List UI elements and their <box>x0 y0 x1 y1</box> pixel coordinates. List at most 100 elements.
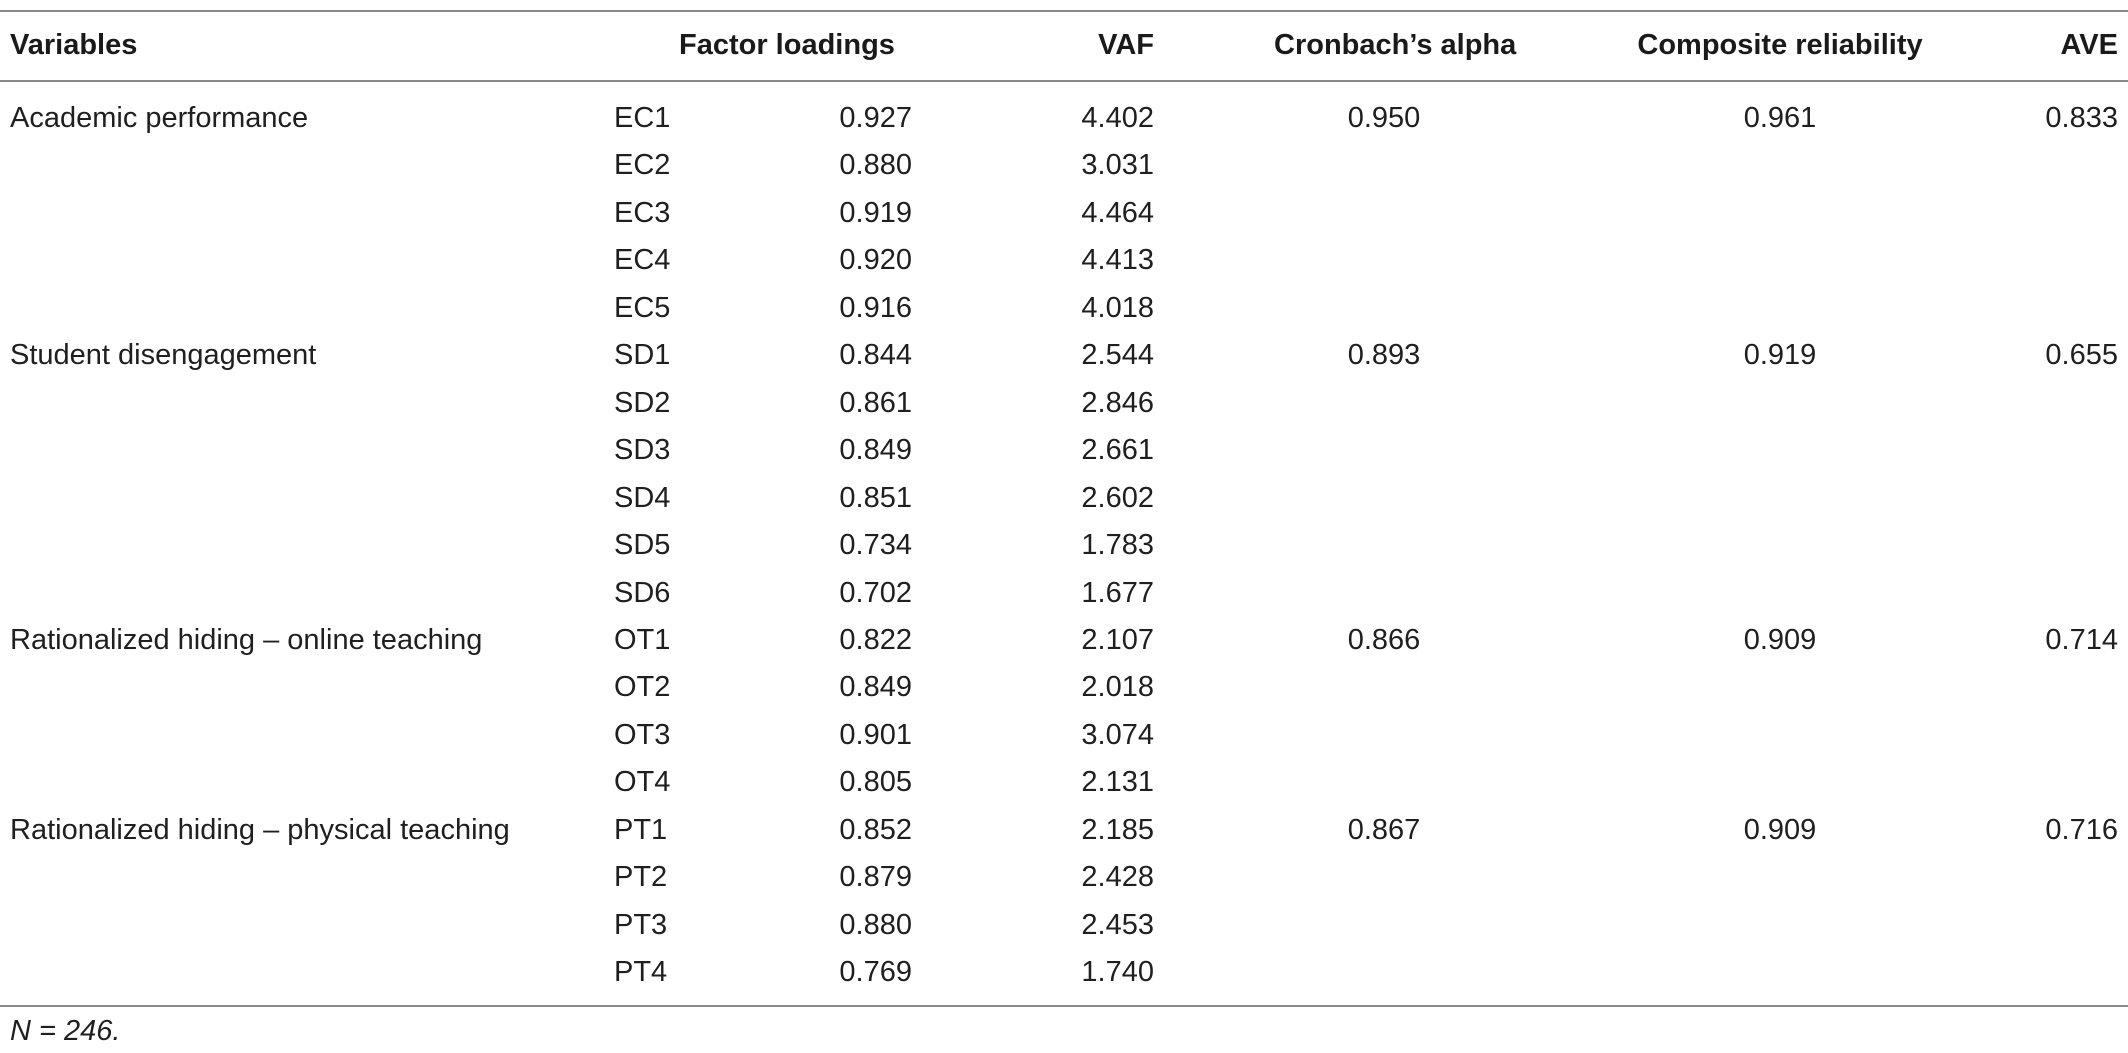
vaf-value: 2.661 <box>1081 434 1154 467</box>
item-code: OT1 <box>614 623 671 656</box>
table-row: OT4 0.805 2.131 <box>0 765 2128 812</box>
table-row: Rationalized hiding – online teaching OT1… <box>0 623 2128 670</box>
item-code: SD3 <box>614 434 671 467</box>
table-row: SD4 0.851 2.602 <box>0 481 2128 528</box>
item-code: EC3 <box>614 196 671 229</box>
table-row: SD6 0.702 1.677 <box>0 576 2128 623</box>
variable-name: Rationalized hiding – online teaching <box>10 623 483 656</box>
vaf-value: 2.544 <box>1081 339 1154 372</box>
table-row: EC5 0.916 4.018 <box>0 291 2128 338</box>
item-code: PT4 <box>614 956 668 989</box>
factor-loading: 0.851 <box>839 481 912 514</box>
table-row: Rationalized hiding – physical teaching P… <box>0 813 2128 860</box>
vaf-value: 3.074 <box>1081 718 1154 751</box>
factor-loading: 0.844 <box>839 339 912 372</box>
item-code: EC2 <box>614 149 671 182</box>
table-row: OT3 0.901 3.074 <box>0 718 2128 765</box>
factor-loading: 0.805 <box>839 766 912 799</box>
table-row: PT3 0.880 2.453 <box>0 908 2128 955</box>
vaf-value: 3.031 <box>1081 149 1154 182</box>
variable-name: Academic performance <box>10 102 309 134</box>
vaf-value: 1.740 <box>1081 956 1154 989</box>
variable-name: Student disengagement <box>10 339 317 372</box>
factor-loading: 0.927 <box>839 102 912 134</box>
header-composite-reliability: Composite reliability <box>1637 29 1923 61</box>
vaf-value: 1.783 <box>1081 529 1154 562</box>
item-code: PT1 <box>614 813 668 846</box>
header-variables: Variables <box>10 29 138 61</box>
cronbach-alpha: 0.950 <box>1347 102 1421 134</box>
vaf-value: 2.428 <box>1081 861 1154 894</box>
vaf-value: 2.107 <box>1081 623 1154 656</box>
table-bottom-rule <box>0 1005 2128 1007</box>
vaf-value: 2.846 <box>1081 386 1154 419</box>
item-code: SD2 <box>614 386 671 419</box>
header-cronbach: Cronbach’s alpha <box>1274 29 1517 61</box>
header-ave: AVE <box>2060 29 2118 61</box>
composite-reliability: 0.909 <box>1743 623 1817 656</box>
table-footnote: N = 246. <box>10 1015 121 1047</box>
item-code: OT3 <box>614 718 671 751</box>
cronbach-alpha: 0.867 <box>1347 813 1421 846</box>
composite-reliability: 0.909 <box>1743 813 1817 846</box>
factor-loading: 0.880 <box>839 908 912 941</box>
item-code: EC1 <box>614 102 671 134</box>
item-code: EC5 <box>614 291 671 324</box>
factor-loading: 0.734 <box>839 529 912 562</box>
composite-reliability: 0.919 <box>1743 339 1817 372</box>
table-row: Academic performance EC1 0.927 4.402 0.950 0.… <box>0 101 2128 148</box>
item-code: PT2 <box>614 861 668 894</box>
factor-loading: 0.852 <box>839 813 912 846</box>
factor-loading: 0.879 <box>839 861 912 894</box>
table-row: SD5 0.734 1.783 <box>0 528 2128 575</box>
vaf-value: 2.018 <box>1081 671 1154 704</box>
factor-loading: 0.822 <box>839 623 912 656</box>
vaf-value: 4.402 <box>1081 102 1154 134</box>
ave-value: 0.716 <box>2045 813 2118 846</box>
ave-value: 0.833 <box>2045 102 2118 134</box>
factor-loading: 0.880 <box>839 149 912 182</box>
ave-value: 0.714 <box>2045 623 2118 656</box>
factor-loading: 0.901 <box>839 718 912 751</box>
table-row: PT2 0.879 2.428 <box>0 860 2128 907</box>
item-code: EC4 <box>614 244 671 277</box>
ave-value: 0.655 <box>2045 339 2118 372</box>
table-row: SD3 0.849 2.661 <box>0 433 2128 480</box>
vaf-value: 4.464 <box>1081 196 1154 229</box>
factor-loading: 0.769 <box>839 956 912 989</box>
table-row: Student disengagement SD1 0.844 2.544 0.893 0… <box>0 338 2128 385</box>
item-code: OT2 <box>614 671 671 704</box>
item-code: SD5 <box>614 529 671 562</box>
vaf-value: 2.131 <box>1081 766 1154 799</box>
variable-name: Rationalized hiding – physical teaching <box>10 813 510 846</box>
factor-loading: 0.849 <box>839 434 912 467</box>
factor-loading: 0.861 <box>839 386 912 419</box>
item-code: SD4 <box>614 481 671 514</box>
header-bottom-rule <box>0 80 2128 82</box>
table-row: EC2 0.880 3.031 <box>0 148 2128 195</box>
table-row: SD2 0.861 2.846 <box>0 386 2128 433</box>
cronbach-alpha: 0.893 <box>1347 339 1421 372</box>
composite-reliability: 0.961 <box>1743 102 1817 134</box>
factor-loading: 0.849 <box>839 671 912 704</box>
item-code: PT3 <box>614 908 668 941</box>
vaf-value: 2.185 <box>1081 813 1154 846</box>
item-code: SD1 <box>614 339 671 372</box>
item-code: SD6 <box>614 576 671 609</box>
table-top-rule <box>0 10 2128 12</box>
vaf-value: 4.413 <box>1081 244 1154 277</box>
table-row: EC3 0.919 4.464 <box>0 196 2128 243</box>
factor-loading: 0.919 <box>839 196 912 229</box>
factor-loading: 0.916 <box>839 291 912 324</box>
vaf-value: 2.602 <box>1081 481 1154 514</box>
vaf-value: 1.677 <box>1081 576 1154 609</box>
cronbach-alpha: 0.866 <box>1347 623 1421 656</box>
factor-loading: 0.920 <box>839 244 912 277</box>
table-row: PT4 0.769 1.740 <box>0 955 2128 1002</box>
item-code: OT4 <box>614 766 671 799</box>
vaf-value: 4.018 <box>1081 291 1154 324</box>
table-row: OT2 0.849 2.018 <box>0 670 2128 717</box>
header-factor-loadings: Factor loadings <box>679 29 895 61</box>
vaf-value: 2.453 <box>1081 908 1154 941</box>
header-vaf: VAF <box>1098 29 1154 61</box>
